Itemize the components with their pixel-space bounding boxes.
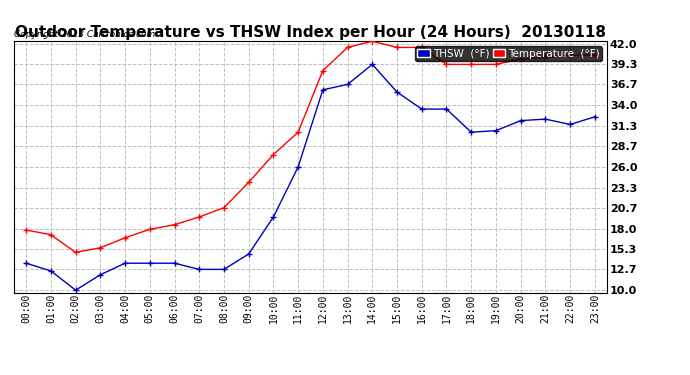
Title: Outdoor Temperature vs THSW Index per Hour (24 Hours)  20130118: Outdoor Temperature vs THSW Index per Ho… <box>15 25 606 40</box>
Legend: THSW  (°F), Temperature  (°F): THSW (°F), Temperature (°F) <box>415 46 602 61</box>
Text: Copyright 2013 Cartronics.com: Copyright 2013 Cartronics.com <box>14 30 155 39</box>
